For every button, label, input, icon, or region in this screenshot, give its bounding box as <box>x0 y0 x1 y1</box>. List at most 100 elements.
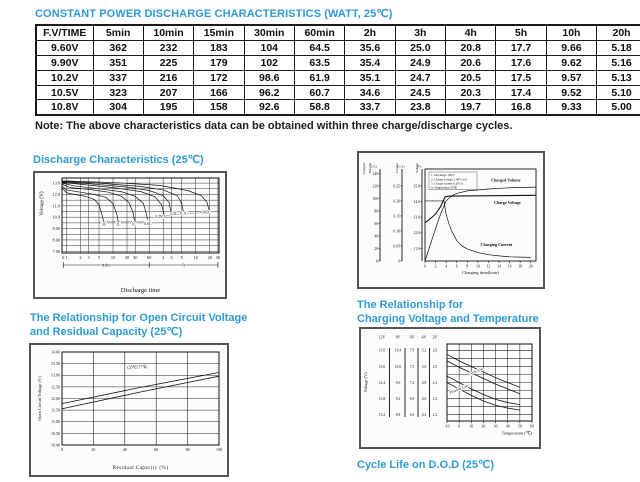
svg-text:(%): (%) <box>371 165 377 169</box>
table-cell: 17.5 <box>495 69 547 86</box>
table-cell: 232 <box>142 39 195 56</box>
svg-text:13.8: 13.8 <box>379 397 385 401</box>
svg-text:0: 0 <box>61 447 63 452</box>
constant-power-table: F.V/TIME 5min 10min 15min 30min 60min 2h 3h 4h 5h… <box>35 24 640 117</box>
svg-text:13.0: 13.0 <box>413 216 420 220</box>
svg-text:100: 100 <box>216 447 222 452</box>
svg-text:0: 0 <box>458 425 460 429</box>
column-header: 20h <box>596 24 640 41</box>
svg-text:0.05: 0.05 <box>393 244 400 248</box>
table-cell: 179 <box>193 54 245 71</box>
table-cell: 183 <box>193 39 245 56</box>
svg-text:10: 10 <box>111 255 115 260</box>
table-cell: 35.6 <box>344 39 396 56</box>
svg-text:Charging Current: Charging Current <box>481 242 514 247</box>
svg-text:-10: -10 <box>444 425 449 429</box>
svg-text:4.4: 4.4 <box>422 413 427 417</box>
svg-text:10: 10 <box>469 425 473 429</box>
svg-text:min: min <box>102 263 110 269</box>
svg-text:2.4: 2.4 <box>433 381 438 385</box>
svg-text:11.50: 11.50 <box>51 408 60 413</box>
table-cell: 25.0 <box>394 39 447 56</box>
svg-text:14.4: 14.4 <box>379 381 385 385</box>
svg-text:40: 40 <box>123 447 127 452</box>
table-cell: 9.52 <box>545 84 598 101</box>
svg-text:20: 20 <box>374 247 378 251</box>
table-cell: 60.7 <box>293 84 346 101</box>
table-cell: 323 <box>92 84 144 101</box>
svg-text:12: 12 <box>487 265 491 269</box>
table-cell: 5.16 <box>596 54 640 71</box>
table-cell: 33.7 <box>344 99 396 116</box>
svg-text:7.2: 7.2 <box>410 381 415 385</box>
table-cell: 9.60V <box>35 39 94 56</box>
svg-text:8: 8 <box>466 265 468 269</box>
column-header: F.V/TIME <box>35 24 94 41</box>
svg-text:4.6: 4.6 <box>422 397 427 401</box>
svg-text:(25℃/77℉): (25℃/77℉) <box>127 365 148 370</box>
table-cell: 19.7 <box>445 99 497 116</box>
svg-text:13.2: 13.2 <box>379 413 385 417</box>
table-row: 10.2V 337 216 172 98.6 61.9 35.1 24.7 20.5 17.5 9.… <box>35 69 640 86</box>
svg-text:11.00: 11.00 <box>51 419 60 424</box>
table-cell: 337 <box>92 69 144 86</box>
svg-text:4: 4 <box>445 265 447 269</box>
svg-text:7.8: 7.8 <box>410 349 415 353</box>
svg-text:8.00: 8.00 <box>52 237 60 242</box>
svg-text:14.0: 14.0 <box>413 200 420 204</box>
svg-text:Temperature (℃): Temperature (℃) <box>502 431 533 436</box>
svg-text:2.2: 2.2 <box>433 413 438 417</box>
svg-text:0: 0 <box>398 259 400 263</box>
svg-text:0.25: 0.25 <box>393 184 400 188</box>
table-cell: 24.7 <box>394 69 447 86</box>
svg-text:Discharge time: Discharge time <box>121 287 161 294</box>
svg-text:10: 10 <box>476 265 480 269</box>
column-header: 5min <box>92 24 144 41</box>
svg-text:h: h <box>182 263 185 269</box>
table-cell: 64.5 <box>293 39 346 56</box>
table-cell: 23.8 <box>394 99 447 116</box>
svg-text:3: 3 <box>170 255 172 260</box>
svg-text:2. Charge voltage 2.40V/cell: 2. Charge voltage 2.40V/cell <box>431 177 467 181</box>
column-header: 3h <box>394 24 447 41</box>
table-row: 9.60V 362 232 183 104 64.5 35.6 25.0 20.8 17.7 9.6… <box>35 39 640 56</box>
svg-text:8.8: 8.8 <box>396 413 401 417</box>
svg-text:0.20: 0.20 <box>393 199 400 203</box>
table-cell: 362 <box>92 39 144 56</box>
svg-text:13.00: 13.00 <box>51 373 60 378</box>
svg-text:0.15: 0.15 <box>393 214 400 218</box>
svg-text:0.05C: 0.05C <box>202 210 211 214</box>
svg-text:4.8: 4.8 <box>422 381 427 385</box>
svg-text:0.25C: 0.25C <box>155 215 164 219</box>
discharge-chart-title: Discharge Characteristics (25℃) <box>33 154 204 166</box>
svg-text:Charged: Charged <box>362 163 366 174</box>
svg-text:9.00: 9.00 <box>52 226 60 231</box>
table-cell: 166 <box>193 84 245 101</box>
table-cell: 17.7 <box>495 39 547 56</box>
svg-text:14: 14 <box>497 265 501 269</box>
svg-text:0: 0 <box>376 259 378 263</box>
table-cell: 172 <box>193 69 245 86</box>
svg-text:20: 20 <box>91 447 95 452</box>
table-cell: 225 <box>142 54 195 71</box>
table-cell: 216 <box>142 69 195 86</box>
table-cell: 17.4 <box>495 84 547 101</box>
temp-chart-title-line1: The Relationship for <box>357 299 464 311</box>
table-header: F.V/TIME 5min 10min 15min 30min 60min 2h 3h 4h 5h… <box>35 24 640 41</box>
svg-text:12.00: 12.00 <box>51 396 60 401</box>
svg-text:3. Charge current 0.20CA: 3. Charge current 0.20CA <box>431 181 464 185</box>
svg-text:13.50: 13.50 <box>51 361 60 366</box>
svg-text:20: 20 <box>482 425 486 429</box>
svg-text:40: 40 <box>506 425 510 429</box>
svg-text:60: 60 <box>154 447 158 452</box>
svg-text:10: 10 <box>194 255 198 260</box>
table-cell: 102 <box>243 54 295 71</box>
svg-text:5.0: 5.0 <box>422 365 427 369</box>
table-row: 9.90V 351 225 179 102 63.5 35.4 24.9 20.6 17.6 9.6… <box>35 54 640 71</box>
svg-text:Volume: Volume <box>368 162 372 173</box>
svg-text:2: 2 <box>79 255 81 260</box>
svg-text:60: 60 <box>530 425 534 429</box>
svg-text:2.3: 2.3 <box>433 397 438 401</box>
svg-text:0: 0 <box>62 255 64 260</box>
table-cell: 20.8 <box>445 39 497 56</box>
